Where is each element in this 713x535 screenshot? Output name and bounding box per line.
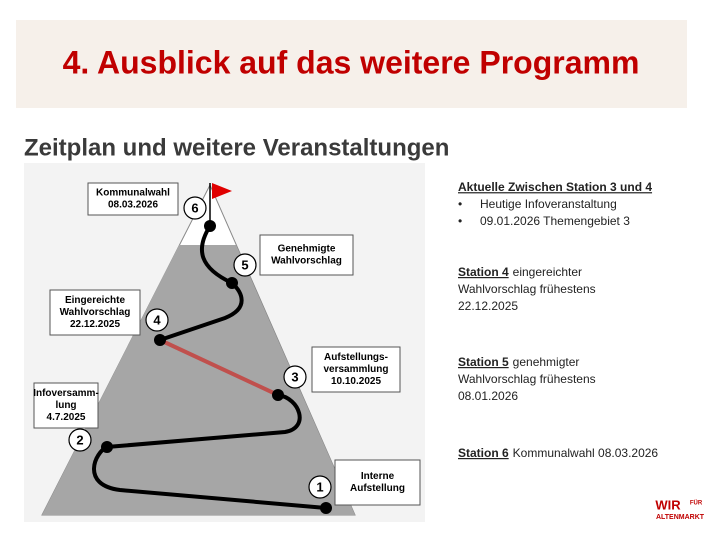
note-text: Kommunalwahl 08.03.2026 [513,446,659,460]
station-marker [283,365,307,389]
waypoint [101,441,113,453]
note: Station 6 Kommunalwahl 08.03.2026 [458,446,658,460]
title-bar [16,20,687,108]
logo-text: ALTENMARKT [656,514,705,521]
note-station: Station 6 [458,446,509,460]
station-label: 4.7.2025 [47,412,86,423]
station-label: Aufstellungs- [324,352,388,363]
station-label: Aufstellung [350,483,405,494]
station-marker [183,196,207,220]
waypoint [226,277,238,289]
note-station: Station 4 [458,265,509,279]
flag [212,183,232,199]
note-text: eingereichter [513,265,582,279]
note-text: 22.12.2025 [458,299,518,313]
note-text: 08.01.2026 [458,389,518,403]
station-label: Wahlvorschlag [60,307,131,318]
bullet: • [458,214,462,228]
bullet: • [458,197,462,211]
station-marker [233,253,257,277]
station-number: 6 [191,200,198,215]
info-heading: Aktuelle Zwischen Station 3 und 4 [458,180,652,194]
station-label: Genehmigte [278,244,336,255]
note-station: Station 5 [458,355,509,369]
label-box [87,182,179,216]
station-label: 10.10.2025 [331,376,381,387]
station-marker [145,308,169,332]
note: Station 5 genehmigter [458,355,579,369]
station-number: 4 [153,312,161,327]
waypoint [320,502,332,514]
note-text: Wahlvorschlag frühestens [458,282,596,296]
label-box [33,382,99,429]
station-label: Eingereichte [65,295,125,306]
label-box [334,459,421,506]
station-label: Wahlvorschlag [271,256,342,267]
station-label: 08.03.2026 [108,200,158,211]
note: Station 4 eingereichter [458,265,582,279]
logo-text: FÜR [690,500,703,507]
waypoint [272,389,284,401]
station-number: 5 [241,257,248,272]
note-text: genehmigter [513,355,580,369]
station-label: Kommunalwahl [96,188,170,199]
label-box [49,289,141,336]
station-number: 1 [316,479,323,494]
title: 4. Ausblick auf das weitere Programm [63,44,640,80]
station-label: versammlung [323,364,388,375]
station-label: 22.12.2025 [70,319,120,330]
label-box [259,234,354,276]
bullet-text: 09.01.2026 Themengebiet 3 [480,214,630,228]
station-label: lung [55,400,76,411]
station-label: Interne [361,471,395,482]
logo [650,480,708,522]
station-marker [68,428,92,452]
note-text: Wahlvorschlag frühestens [458,372,596,386]
path-current [159,338,279,397]
waypoint [154,334,166,346]
waypoint [204,220,216,232]
subtitle: Zeitplan und weitere Veranstaltungen [24,134,449,161]
station-marker [308,475,332,499]
label-box [311,346,401,393]
bullet-text: Heutige Infoveranstaltung [480,197,617,211]
logo-text: WIR [655,497,681,512]
station-number: 3 [291,369,298,384]
station-number: 2 [76,432,83,447]
station-label: Infoversamm- [33,388,99,399]
